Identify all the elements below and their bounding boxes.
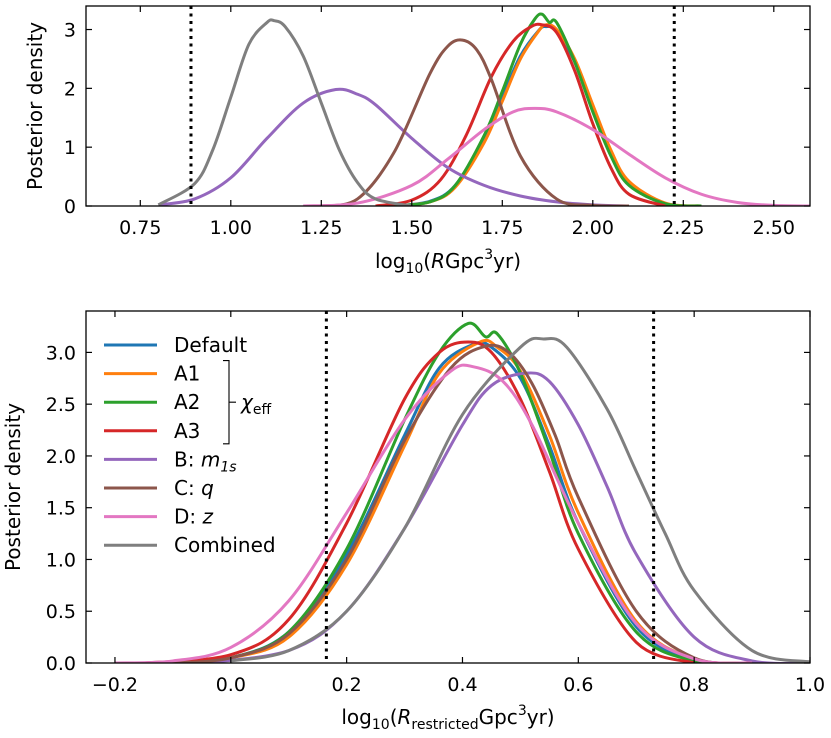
chart-panel-2: −0.2 0.0 0.2 0.4 0.6 0.8 1.0 0.0 0.5 1.0 1.5 2.0 2.5…	[1, 310, 825, 733]
x-tick-label: 2.25	[662, 217, 704, 239]
x-tick-label: 0.0	[216, 674, 246, 696]
legend-label-prefix: B:	[174, 447, 201, 471]
x-label-log: log	[341, 705, 372, 729]
x-label-log-base: 10	[372, 717, 390, 733]
legend-bracket-label: χeff	[240, 390, 271, 418]
y-tick-label: 3	[64, 20, 76, 42]
x-label-unit: Gpc	[445, 249, 484, 273]
chi-subscript: eff	[253, 402, 272, 418]
x-tick-label: 2.50	[753, 217, 795, 239]
y-tick-label: 1.5	[46, 498, 76, 520]
series-line-a3	[375, 22, 666, 206]
series-line-default	[172, 340, 753, 663]
series-line-d-z	[303, 106, 810, 206]
legend-item-default: Default	[104, 333, 247, 357]
x-tick-label: 1.0	[795, 674, 825, 696]
legend-label-prefix: C:	[174, 476, 201, 500]
legend-label: B: m1s	[174, 447, 237, 475]
series-line-a3	[143, 340, 695, 663]
y-axis-label: Posterior density	[23, 22, 47, 190]
plot-frame	[85, 310, 811, 664]
series-group	[114, 311, 810, 663]
legend-item-b-m-1s: B: m1s	[104, 447, 237, 475]
x-label-unit: Gpc	[479, 705, 518, 729]
x-label-log-base: 10	[405, 261, 423, 277]
series-line-a2	[393, 12, 702, 206]
series-line-combined	[157, 18, 413, 206]
legend-label: Combined	[174, 533, 276, 557]
legend-item-combined: Combined	[104, 533, 276, 557]
x-tick-label: 0.4	[447, 674, 477, 696]
x-axis-label: log10(RGpc3yr)	[375, 247, 521, 277]
legend-label: D: z	[174, 505, 214, 529]
x-tick-label: 1.75	[481, 217, 523, 239]
series-line-b-m-1s	[158, 87, 630, 206]
legend-label-symbol: z	[202, 505, 214, 529]
series-line-c-q	[172, 343, 753, 663]
x-tick-label: 0.2	[332, 674, 362, 696]
x-label-tail: yr)	[527, 705, 555, 729]
legend-item-d-z: D: z	[104, 505, 214, 529]
x-label-exponent: 3	[484, 247, 493, 263]
x-tick-label: −0.2	[92, 674, 138, 696]
x-label-paren: (	[390, 705, 398, 729]
y-tick-label: 2	[64, 78, 76, 100]
legend-label: A3	[174, 419, 200, 443]
x-tick-label: 0.75	[119, 217, 161, 239]
legend-label: A1	[174, 362, 200, 386]
y-tick-label: 0.0	[46, 653, 76, 675]
legend-label: Default	[174, 333, 247, 357]
series-line-a1	[172, 338, 753, 663]
x-axis-label: log10(RrestrictedGpc3yr)	[341, 703, 554, 733]
series-line-combined	[230, 336, 810, 663]
y-tick-label: 1	[64, 137, 76, 159]
x-tick-label: 0.6	[563, 674, 593, 696]
x-label-exponent: 3	[518, 703, 527, 719]
x-label-log: log	[375, 249, 406, 273]
x-label-variable: R	[431, 249, 445, 273]
x-label-variable: R	[398, 705, 412, 729]
y-tick-label: 3.0	[46, 342, 76, 364]
series-line-c-q	[321, 38, 630, 206]
legend-label-subscript: 1s	[220, 459, 236, 475]
x-label-tail: yr)	[493, 249, 521, 273]
y-tick-label: 1.0	[46, 549, 76, 571]
x-label-variable-subscript: restricted	[411, 717, 478, 733]
legend-bracket	[223, 360, 236, 445]
y-tick-label: 2.5	[46, 394, 76, 416]
x-tick-label: 1.00	[210, 217, 252, 239]
legend-label: C: q	[174, 476, 214, 500]
legend-label-symbol: m	[201, 447, 220, 471]
x-label-paren: (	[423, 249, 431, 273]
y-axis-label: Posterior density	[1, 403, 25, 571]
chi-symbol: χ	[240, 390, 254, 414]
legend-item-a2: A2	[104, 390, 200, 414]
legend-item-c-q: C: q	[104, 476, 214, 500]
x-tick-label: 1.25	[300, 217, 342, 239]
legend-label-prefix: D:	[174, 505, 203, 529]
legend-item-a1: A1	[104, 362, 200, 386]
y-tick-label: 0	[64, 196, 76, 218]
legend-item-a3: A3	[104, 419, 200, 443]
plot-frame	[85, 5, 811, 207]
series-line-a2	[172, 321, 753, 663]
legend-label-symbol: q	[201, 476, 214, 500]
chart-panel-1: 0.75 1.00 1.25 1.50 1.75 2.00 2.25 2.50 0 1 2 3 Post…	[23, 5, 811, 277]
x-tick-label: 1.50	[391, 217, 433, 239]
series-line-d-z	[114, 363, 753, 663]
y-tick-label: 0.5	[46, 601, 76, 623]
legend-label: A2	[174, 390, 200, 414]
y-tick-label: 2.0	[46, 446, 76, 468]
series-group	[157, 6, 810, 206]
x-tick-label: 2.00	[572, 217, 614, 239]
x-tick-label: 0.8	[679, 674, 709, 696]
